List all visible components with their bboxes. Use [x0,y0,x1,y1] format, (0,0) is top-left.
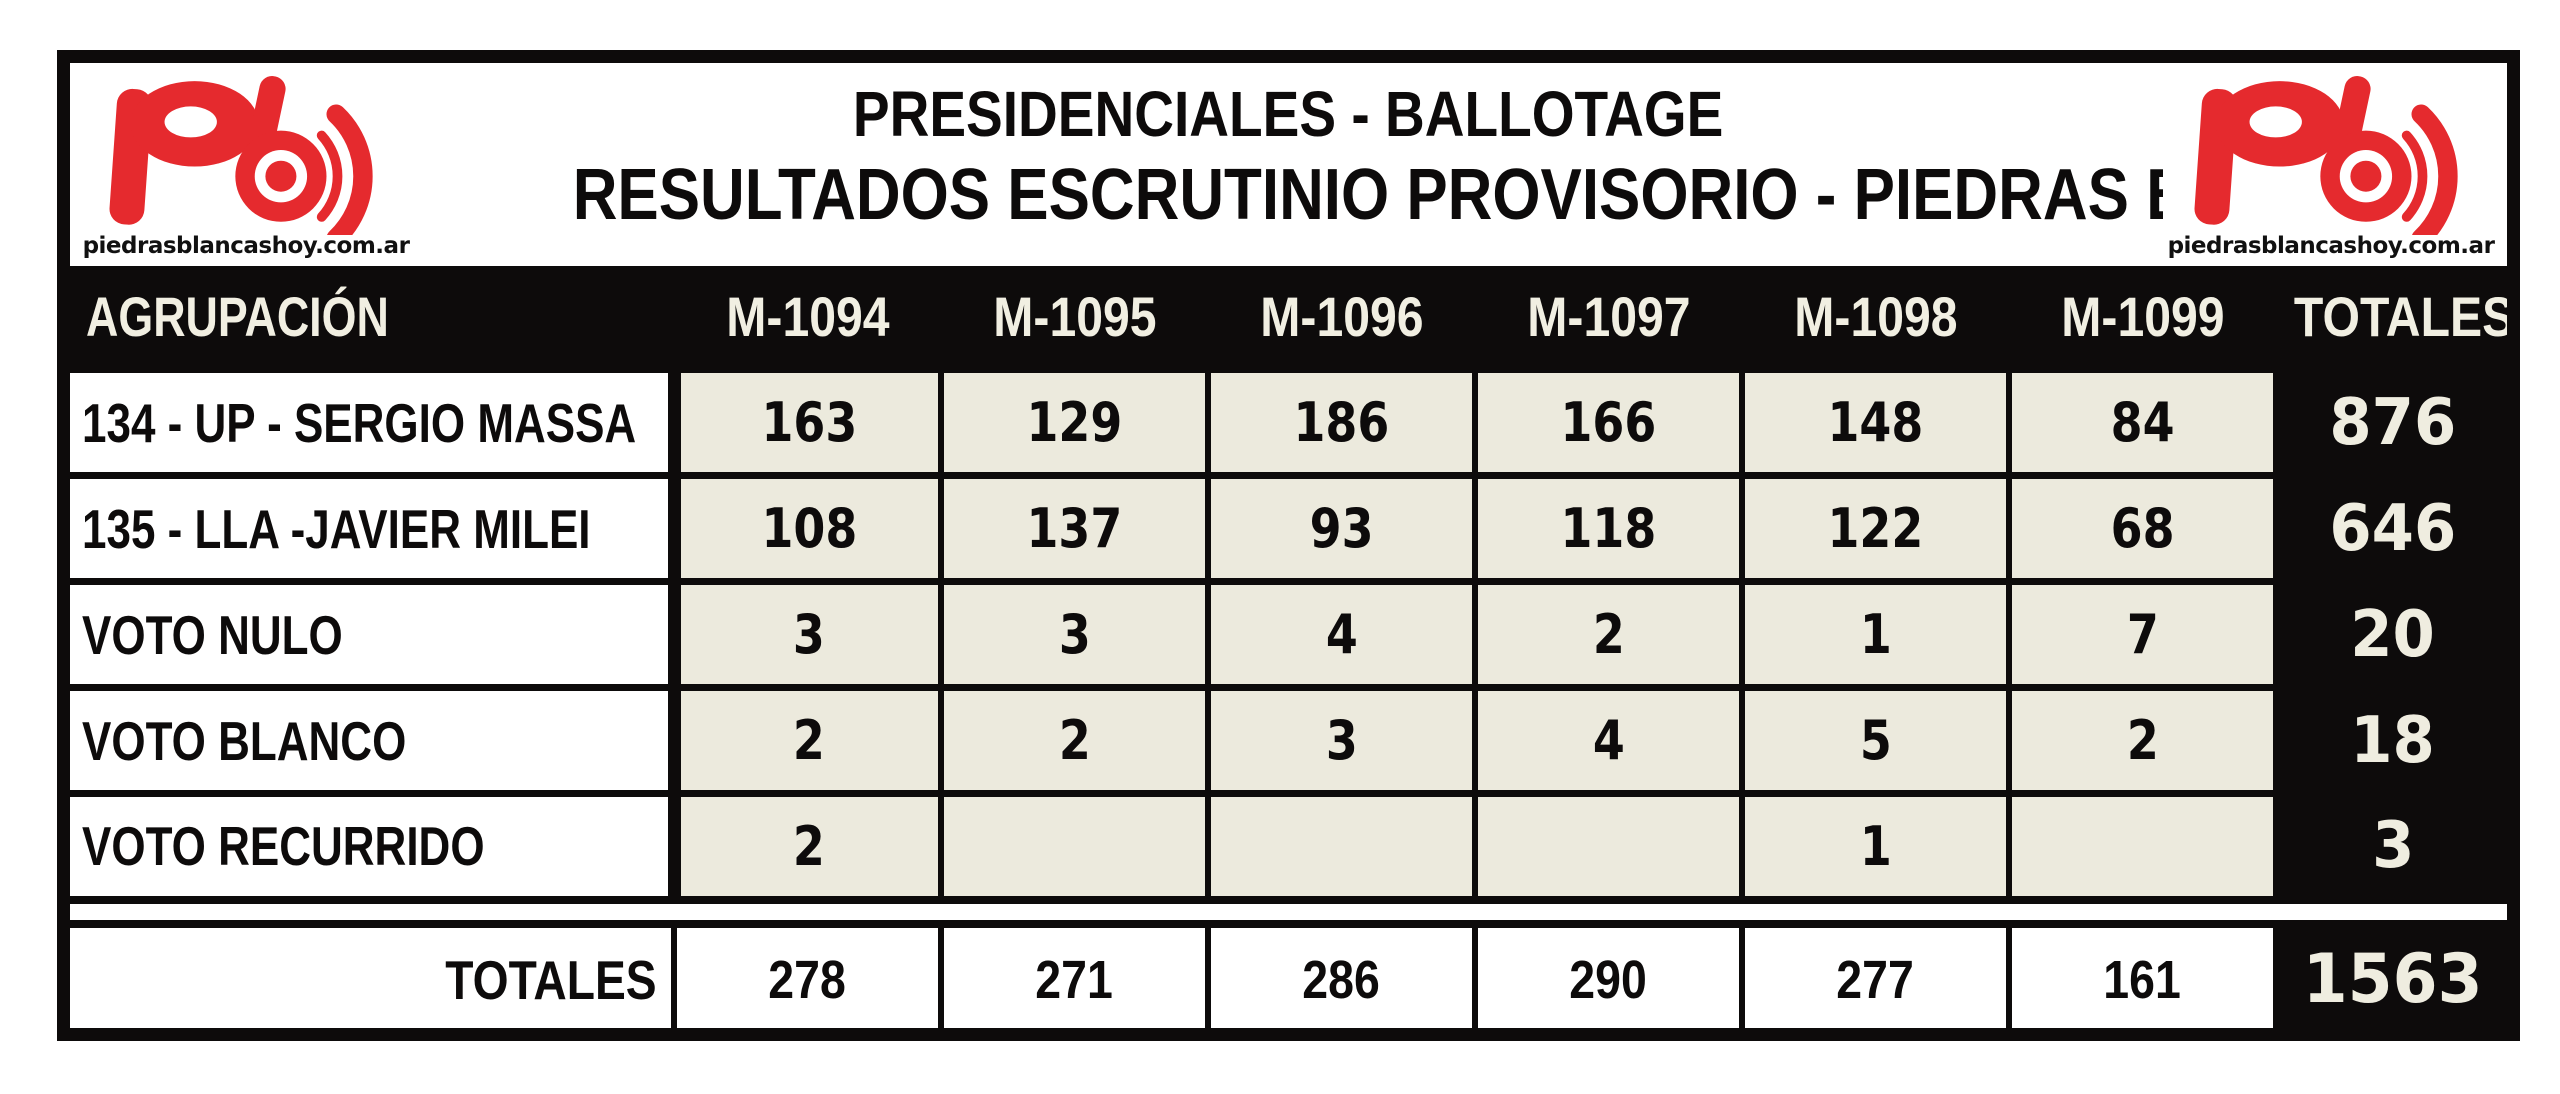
pb-logo-icon [2194,76,2458,235]
value-cell: 3 [667,578,941,688]
column-header-m1095: M-1095 [941,266,1208,370]
column-header-totales: TOTALES [2276,266,2507,370]
pb-logo-left: piedrasblancashoy.com.ar [78,67,414,263]
title-line-2: RESULTADOS ESCRUTINIO PROVISORIO - PIEDR… [572,155,2449,235]
masthead: piedrasblancashoy.com.ar PRESIDENCIALES … [70,63,2507,266]
value-cell: 2 [667,684,941,794]
footer-label: TOTALES [70,919,674,1028]
footer-value-cell: 161 [2006,919,2276,1028]
value-cell: 122 [1739,472,2009,582]
value-cell: 186 [1205,366,1475,476]
separator-cell [70,895,2507,928]
row-total-cell: 20 [2273,578,2507,688]
table-row-voto-nulo: VOTO NULO 3 3 4 2 1 7 20 [70,578,2507,688]
row-total-cell: 646 [2273,472,2507,582]
row-label: VOTO NULO [70,578,674,688]
value-cell: 5 [1739,684,2009,794]
column-header-agrupacion: AGRUPACIÓN [70,266,674,370]
double-rule-separator [70,895,2507,928]
table-row-massa: 134 - UP - SERGIO MASSA 163 129 186 166 … [70,366,2507,476]
title-line-1: PRESIDENCIALES - BALLOTAGE [853,78,1724,150]
value-cell: 2 [2006,684,2276,794]
pb-logo-right: piedrasblancashoy.com.ar [2163,67,2499,263]
grand-total-cell: 1563 [2273,919,2507,1028]
footer-value-cell: 290 [1472,919,1742,1028]
footer-value-cell: 286 [1205,919,1475,1028]
value-cell [2006,790,2276,900]
column-header-m1097: M-1097 [1475,266,1742,370]
value-cell: 7 [2006,578,2276,688]
value-cell: 163 [667,366,941,476]
value-cell [1472,790,1742,900]
row-label: VOTO BLANCO [70,684,674,794]
value-cell [938,790,1208,900]
value-cell: 84 [2006,366,2276,476]
column-header-row: AGRUPACIÓN M-1094 M-1095 M-1096 M-1097 M… [70,266,2507,370]
value-cell: 2 [1472,578,1742,688]
value-cell: 2 [938,684,1208,794]
value-cell: 1 [1739,578,2009,688]
row-label: 134 - UP - SERGIO MASSA [70,366,674,476]
value-cell: 118 [1472,472,1742,582]
value-cell: 166 [1472,366,1742,476]
row-total-cell: 3 [2273,790,2507,900]
footer-value-cell: 278 [671,919,941,1028]
column-header-m1099: M-1099 [2009,266,2276,370]
column-header-m1096: M-1096 [1208,266,1475,370]
value-cell: 129 [938,366,1208,476]
table-row-voto-blanco: VOTO BLANCO 2 2 3 4 5 2 18 [70,684,2507,794]
row-label: 135 - LLA -JAVIER MILEI [70,472,674,582]
row-total-cell: 876 [2273,366,2507,476]
table-row-milei: 135 - LLA -JAVIER MILEI 108 137 93 118 1… [70,472,2507,582]
value-cell: 68 [2006,472,2276,582]
results-table: AGRUPACIÓN M-1094 M-1095 M-1096 M-1097 M… [70,266,2507,1028]
column-header-m1094: M-1094 [674,266,941,370]
value-cell: 148 [1739,366,2009,476]
column-header-m1098: M-1098 [1742,266,2009,370]
logo-domain-text: piedrasblancashoy.com.ar [82,233,410,259]
value-cell: 108 [667,472,941,582]
value-cell: 93 [1205,472,1475,582]
value-cell: 2 [667,790,941,900]
value-cell [1205,790,1475,900]
row-label: VOTO RECURRIDO [70,790,674,900]
footer-value-cell: 277 [1739,919,2009,1028]
value-cell: 4 [1205,578,1475,688]
value-cell: 3 [938,578,1208,688]
pb-logo-icon [109,76,373,235]
value-cell: 1 [1739,790,2009,900]
row-total-cell: 18 [2273,684,2507,794]
footer-value-cell: 271 [938,919,1208,1028]
titles: PRESIDENCIALES - BALLOTAGE RESULTADOS ES… [420,63,2449,266]
results-card: piedrasblancashoy.com.ar PRESIDENCIALES … [57,50,2520,1041]
value-cell: 4 [1472,684,1742,794]
value-cell: 3 [1205,684,1475,794]
value-cell: 137 [938,472,1208,582]
table-row-voto-recurrido: VOTO RECURRIDO 2 1 3 [70,790,2507,900]
logo-domain-text: piedrasblancashoy.com.ar [2167,233,2495,259]
table-footer-row: TOTALES 278 271 286 290 277 161 1563 [70,919,2507,1028]
